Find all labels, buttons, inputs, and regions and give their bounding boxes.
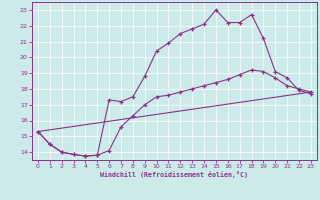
X-axis label: Windchill (Refroidissement éolien,°C): Windchill (Refroidissement éolien,°C) — [100, 171, 248, 178]
